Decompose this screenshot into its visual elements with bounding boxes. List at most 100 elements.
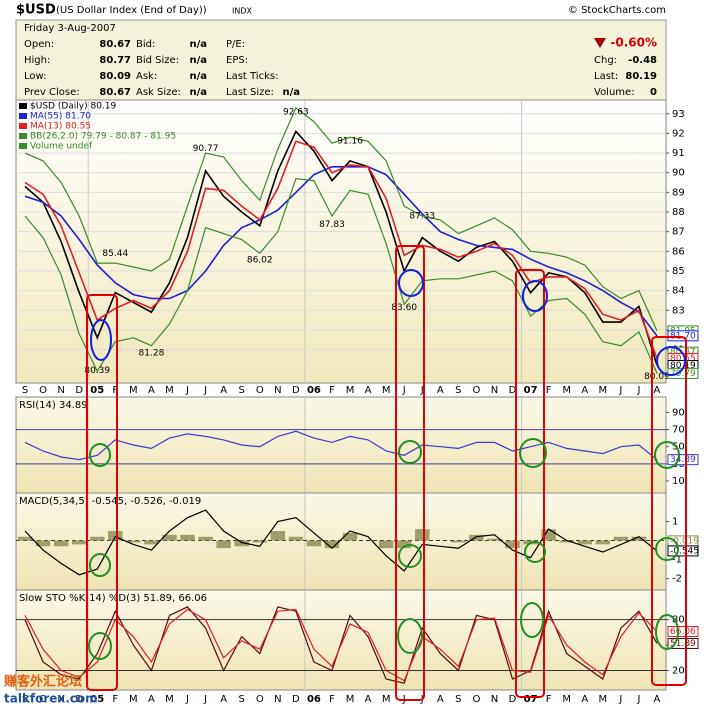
x-tick-label: M <box>165 385 174 396</box>
panel-title: MACD(5,34,5) -0.545, -0.526, -0.019 <box>19 496 201 507</box>
x-tick-label: 07 <box>524 385 538 396</box>
legend-swatch <box>19 103 27 109</box>
histogram-bar <box>71 540 87 545</box>
histogram-bar <box>162 534 177 541</box>
highlights <box>86 245 687 701</box>
y-tick-label: 86 <box>672 246 685 257</box>
x-tick-label: N <box>491 694 498 705</box>
x-tick-label: J <box>402 385 406 396</box>
x-tick-label: A <box>220 385 227 396</box>
histogram-bar <box>35 540 51 547</box>
value-tag <box>667 454 699 466</box>
x-tick-label: O <box>472 385 480 396</box>
x-tick-label: J <box>618 694 622 705</box>
histogram-bar <box>595 540 611 545</box>
histogram-bar <box>342 532 358 541</box>
histogram-bar <box>180 534 195 541</box>
circle <box>520 602 544 638</box>
summary-label: Volume: <box>594 87 635 98</box>
x-tick-label: J <box>185 385 189 396</box>
x-tick-label: A <box>437 694 444 705</box>
x-tick-label: M <box>129 385 138 396</box>
y-tick-label: 89 <box>672 187 685 198</box>
quote-value: 80.77 <box>99 55 131 66</box>
circle <box>398 440 422 464</box>
quote-label: Bid: <box>136 39 155 50</box>
series-line <box>24 509 658 576</box>
x-tick-label: F <box>329 385 335 396</box>
x-tick-label: S <box>239 694 245 705</box>
y-tick-label: 93 <box>672 109 685 120</box>
y-tick-label: -1 <box>672 555 682 566</box>
x-tick-label: F <box>546 385 552 396</box>
annotation: 90.77 <box>193 144 219 154</box>
x-tick-label: D <box>509 385 517 396</box>
quote-label: Prev Close: <box>24 87 80 98</box>
annotation: 86.02 <box>247 255 273 265</box>
histogram-bar <box>487 538 502 541</box>
x-tick-label: A <box>220 694 227 705</box>
x-tick-label: N <box>274 385 281 396</box>
x-tick-label: S <box>455 385 461 396</box>
circle <box>656 346 686 376</box>
x-tick-label: F <box>112 385 118 396</box>
y-tick-label: -2 <box>672 574 682 585</box>
histogram-bar <box>126 540 141 543</box>
x-tick-label: N <box>57 694 64 705</box>
quote-label: EPS: <box>226 55 248 66</box>
exchange: INDX <box>232 7 253 16</box>
y-tick-label: 70 <box>672 425 685 436</box>
legend-entry: BB(26,2.0) 79.79 - 80.87 - 81.95 <box>30 132 176 142</box>
x-tick-label: D <box>75 385 83 396</box>
x-tick-label: M <box>382 385 391 396</box>
x-tick-label: 07 <box>524 694 538 705</box>
legend-entry: $USD (Daily) 80.19 <box>30 102 117 112</box>
x-tick-label: S <box>455 694 461 705</box>
legend-swatch <box>19 113 27 119</box>
value-tag-label: 66.06 <box>670 627 696 637</box>
legend-entry: MA(13) 80.55 <box>30 122 91 132</box>
histogram-bar <box>541 529 556 541</box>
y-tick-label: 83 <box>672 305 685 316</box>
y-tick-label: 90 <box>672 168 685 179</box>
y-tick-label: 90 <box>672 407 685 418</box>
highlight-box <box>651 336 687 686</box>
x-tick-label: 05 <box>90 385 104 396</box>
histogram-bar <box>631 536 647 541</box>
symbol: $USD <box>16 3 56 18</box>
panel-title: Slow STO %K(14) %D(3) 51.89, 66.06 <box>19 593 207 604</box>
x-tick-label: J <box>636 694 640 705</box>
x-tick-label: D <box>509 694 517 705</box>
watermark: talkforex.com <box>4 692 98 706</box>
annotation: 80.39 <box>84 366 110 376</box>
panel-background <box>15 396 667 494</box>
annotation: 83.60 <box>391 303 417 313</box>
y-tick-label: 92 <box>672 128 685 139</box>
y-tick-label: 20 <box>672 666 685 677</box>
x-tick-label: N <box>57 385 64 396</box>
highlight-box <box>515 269 545 698</box>
histogram-bar <box>505 540 520 549</box>
x-tick-label: O <box>472 694 480 705</box>
x-tick-label: D <box>292 385 300 396</box>
series-line <box>24 106 658 332</box>
x-tick-label: M <box>346 385 355 396</box>
y-tick-label: 80 <box>672 615 685 626</box>
x-tick-label: A <box>365 694 372 705</box>
x-tick-label: J <box>636 385 640 396</box>
x-tick-label: D <box>75 694 83 705</box>
x-tick-label: M <box>129 694 138 705</box>
panel-background <box>15 589 667 691</box>
histogram-bar <box>559 540 574 543</box>
change-pct: -0.60% <box>610 36 657 50</box>
x-tick-label: M <box>382 694 391 705</box>
legend-entry: Volume undef <box>30 142 93 152</box>
x-tick-label: J <box>203 694 207 705</box>
y-tick-label: 87 <box>672 227 685 238</box>
summary-value: 80.19 <box>625 71 657 82</box>
x-tick-label: A <box>148 694 155 705</box>
value-tag <box>667 330 699 342</box>
circle <box>654 441 680 469</box>
x-tick-label: M <box>598 694 607 705</box>
x-tick-label: J <box>420 385 424 396</box>
